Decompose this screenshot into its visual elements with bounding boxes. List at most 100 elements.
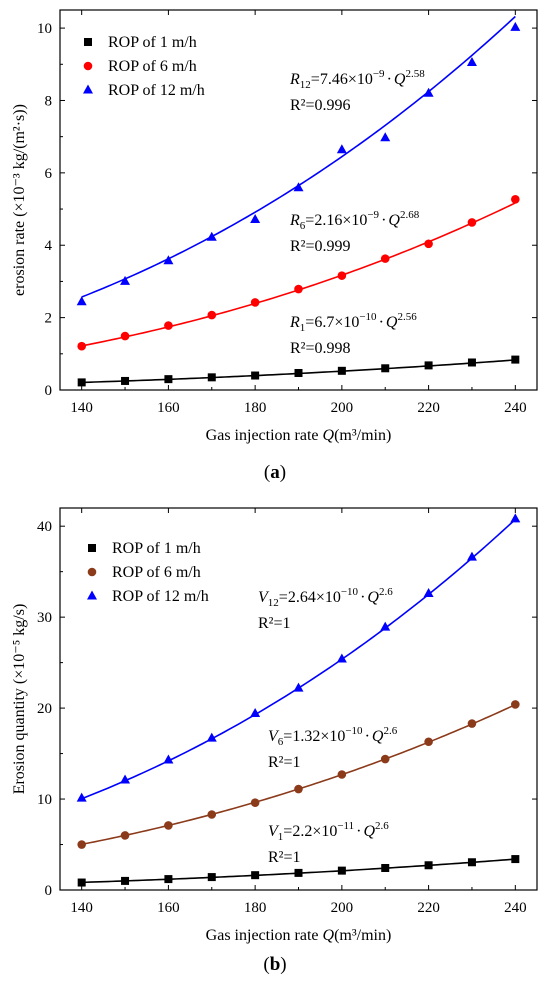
data-point (337, 271, 347, 280)
r-squared: R²=1 (268, 754, 301, 771)
r-squared: R²=1 (258, 615, 291, 632)
x-tick-label: 240 (504, 400, 527, 416)
y-tick-label: 0 (45, 883, 53, 899)
series-rop-12 (76, 15, 521, 306)
y-tick-label: 10 (37, 21, 52, 37)
data-point (207, 373, 216, 382)
x-tick-label: 160 (157, 400, 180, 416)
data-point (336, 653, 347, 663)
data-point (511, 700, 520, 709)
legend-marker (87, 590, 97, 600)
data-point (164, 375, 173, 384)
data-point (510, 21, 521, 31)
data-point (77, 378, 86, 387)
data-point (207, 810, 217, 819)
x-tick-label: 140 (70, 900, 93, 916)
x-tick-label: 220 (417, 400, 440, 416)
equation-text: V12=2.64×10−10 · Q2.6 (258, 586, 393, 609)
fit-equation: V12=2.64×10−10 · Q2.6 R²=1 (258, 586, 393, 632)
data-point (294, 368, 303, 377)
data-point (423, 587, 434, 597)
data-point (511, 355, 520, 364)
fit-equation: V6=1.32×10−10 · Q2.6 R²=1 (268, 725, 398, 771)
x-tick-label: 180 (244, 900, 267, 916)
legend-label: ROP of 12 m/h (112, 588, 209, 605)
data-point (337, 770, 347, 779)
data-point (164, 821, 173, 830)
data-point (424, 361, 433, 370)
data-point (423, 87, 434, 97)
series-rop-6 (77, 194, 520, 351)
data-point (77, 878, 86, 887)
y-tick-label: 40 (37, 519, 52, 535)
r-squared: R²=0.999 (290, 238, 351, 255)
data-point (467, 358, 476, 367)
legend-label: ROP of 1 m/h (108, 34, 197, 51)
chart-panel-b: 140 160 180 200 220 240 0 10 20 30 40 Gas injection… (11, 507, 538, 975)
data-point (251, 871, 260, 880)
fit-equation: V1=2.2×10−11 · Q2.6 R²=1 (268, 820, 389, 866)
fit-equation: R1=6.7×10−10 · Q2.56 R²=0.998 (289, 311, 417, 357)
data-point (467, 858, 476, 867)
data-point (294, 868, 303, 877)
data-point (380, 254, 390, 263)
data-point (337, 866, 346, 875)
x-axis-label: Gas injection rate Q(m³/min) (206, 927, 392, 944)
legend-marker (88, 544, 96, 552)
data-point (250, 708, 261, 718)
legend-marker (84, 38, 92, 46)
data-point (77, 341, 86, 351)
data-point (164, 321, 173, 330)
data-point (207, 873, 216, 882)
equation-text: V6=1.32×10−10 · Q2.6 (268, 725, 398, 748)
x-tick-label: 180 (244, 400, 267, 416)
data-point (120, 275, 131, 285)
data-point (164, 875, 173, 884)
data-point (120, 774, 131, 784)
data-point (206, 732, 217, 742)
panel-label: (a) (264, 462, 286, 483)
data-point (76, 792, 87, 802)
data-point (510, 513, 521, 523)
data-point (207, 310, 217, 320)
data-point (381, 364, 390, 373)
fit-equation: R12=7.46×10−9 · Q2.58 R²=0.996 (289, 68, 425, 114)
series-rop-12 (76, 513, 521, 802)
data-point (380, 754, 390, 764)
x-tick-label: 200 (331, 900, 354, 916)
x-tick-label: 220 (417, 900, 440, 916)
data-point (511, 194, 520, 204)
data-point (121, 876, 130, 885)
equation-text: R6=2.16×10−9 · Q2.68 (289, 209, 420, 232)
x-tick-label: 240 (504, 900, 527, 916)
data-point (206, 231, 217, 241)
series-rop-1 (77, 855, 520, 887)
data-point (77, 840, 86, 849)
y-tick-label: 8 (45, 93, 53, 109)
x-tick-label: 160 (157, 900, 180, 916)
data-point (511, 855, 520, 864)
data-point (380, 621, 391, 631)
data-point (381, 863, 390, 872)
data-point (120, 331, 130, 341)
data-point (293, 182, 304, 192)
r-squared: R²=0.996 (290, 97, 351, 114)
y-tick-label: 30 (37, 610, 52, 626)
data-point (250, 214, 261, 224)
equation-text: R12=7.46×10−9 · Q2.58 (289, 68, 425, 91)
data-point (250, 798, 260, 807)
data-point (163, 255, 174, 265)
legend-marker (83, 84, 93, 94)
data-point (466, 551, 477, 561)
data-point (424, 861, 433, 870)
r-squared: R²=0.998 (290, 340, 351, 357)
y-tick-label: 0 (45, 383, 53, 399)
y-axis-label: Erosion quantity (×10⁻⁵ kg/s) (11, 604, 28, 795)
x-tick-label: 200 (331, 400, 354, 416)
y-tick-label: 2 (45, 311, 53, 327)
data-point (250, 298, 260, 307)
y-tick-label: 4 (45, 238, 53, 254)
fit-equation: R6=2.16×10−9 · Q2.68 R²=0.999 (289, 209, 420, 255)
y-tick-label: 6 (45, 166, 53, 182)
